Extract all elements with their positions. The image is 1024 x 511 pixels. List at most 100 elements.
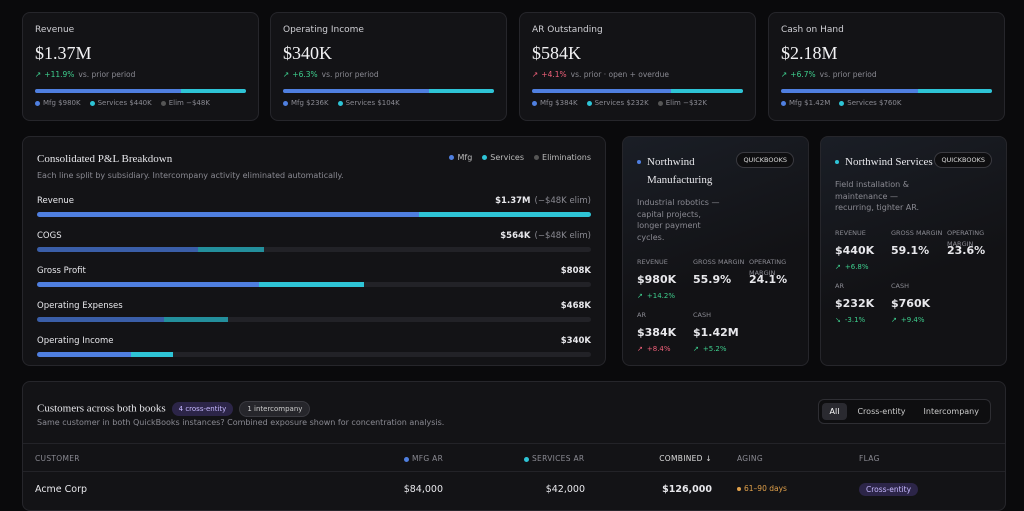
metric-value: $384K bbox=[637, 326, 677, 339]
legend-dot bbox=[781, 100, 786, 106]
entity-card: Northwind Services QUICKBOOKS Field instal… bbox=[820, 136, 1007, 366]
metric-value: 24.1% bbox=[749, 273, 788, 286]
legend-item: Services bbox=[482, 153, 524, 162]
entity-description: Field installation & maintenance — recur… bbox=[835, 180, 920, 212]
legend: Mfg $236K Services $104K bbox=[283, 99, 494, 107]
metric-label: OPERATING MARGIN bbox=[749, 258, 787, 277]
count-badge: 1 intercompany bbox=[239, 401, 311, 417]
legend-item: Mfg $1.42M bbox=[781, 99, 830, 107]
entity-badge: QUICKBOOKS bbox=[736, 152, 794, 168]
bar-seg bbox=[419, 212, 591, 217]
entity-badge: QUICKBOOKS bbox=[934, 152, 992, 168]
pnl-row-value: $1.37M (−$48K elim) bbox=[495, 196, 591, 206]
legend-dot bbox=[283, 100, 288, 106]
arrow-icon: ↘ bbox=[835, 315, 841, 324]
pnl-row-head: COGS $564K (−$48K elim) bbox=[37, 231, 591, 241]
count-badge: 4 cross-entity bbox=[171, 402, 234, 416]
metric-label: AR bbox=[835, 281, 844, 290]
kpi-label: AR Outstanding bbox=[532, 25, 603, 35]
pnl-value: $340K bbox=[560, 336, 591, 346]
arrow-icon: ↗ bbox=[637, 292, 643, 300]
legend-item: Services $232K bbox=[586, 99, 649, 107]
legend-text: Services $104K bbox=[345, 99, 400, 107]
metric-value: $1.42M bbox=[693, 326, 739, 339]
legend: Mfg $980K Services $440K Elim −$48K bbox=[35, 99, 246, 107]
legend: Mfg $384K Services $232K Elim −$32K bbox=[532, 99, 743, 107]
pnl-bar bbox=[37, 282, 591, 287]
metric-delta: +6.8% bbox=[844, 262, 869, 271]
metric-delta-row: ↗ +5.2% bbox=[693, 345, 749, 353]
bar-seg bbox=[428, 89, 494, 93]
table-row: Acme Corp $84,000 $42,000 $126,000 61–90 day… bbox=[23, 474, 1005, 504]
table-cell: Cross-entity bbox=[859, 483, 919, 496]
customers-title: Customers across both books bbox=[37, 402, 166, 415]
metric-label: REVENUE bbox=[637, 258, 668, 266]
metric-label: GROSS MARGIN bbox=[891, 228, 943, 237]
column-label: COMBINED ↓ bbox=[659, 454, 712, 463]
pnl-bar bbox=[37, 352, 591, 357]
metric: AR $384K ↗ +8.4% bbox=[637, 310, 693, 353]
cell-text: Cross-entity bbox=[859, 483, 919, 496]
metric: GROSS MARGIN 55.9% bbox=[693, 257, 749, 300]
kpi-note: vs. prior period bbox=[78, 70, 136, 79]
customers-card: Customers across both books 4 cross-entit… bbox=[22, 381, 1006, 511]
split-bar bbox=[532, 89, 743, 93]
kpi-card: Operating Income $340K ↗ +6.3% vs. prior per… bbox=[270, 12, 507, 121]
legend-dot bbox=[337, 100, 343, 106]
entity-card: Northwind Manufacturing QUICKBOOKS Industr… bbox=[622, 136, 809, 366]
bar-seg bbox=[671, 89, 743, 93]
legend-text: Elim −$48K bbox=[168, 99, 210, 107]
column-dot bbox=[404, 456, 409, 462]
column-label: SERVICES AR bbox=[532, 454, 585, 463]
filter-button[interactable]: Cross-entity bbox=[857, 407, 906, 416]
cell-text: $126,000 bbox=[662, 484, 712, 495]
bar-seg bbox=[37, 352, 132, 357]
column-header: CUSTOMER bbox=[35, 454, 80, 463]
pnl-row: Operating Expenses $468K bbox=[37, 301, 591, 322]
arrow-icon: ↗ bbox=[637, 345, 643, 353]
entity-name: Northwind Manufacturing bbox=[637, 153, 737, 189]
filter-button[interactable]: Intercompany bbox=[923, 407, 979, 416]
cell-text: $84,000 bbox=[403, 484, 443, 495]
metric-delta-row: ↘ -3.1% bbox=[835, 316, 891, 324]
arrow-icon: ↗ bbox=[35, 70, 42, 79]
column-header: COMBINED ↓ bbox=[659, 454, 712, 463]
pnl-row: Revenue $1.37M (−$48K elim) bbox=[37, 196, 591, 217]
customers-title-row: Customers across both books 4 cross-entit… bbox=[37, 401, 311, 417]
bar-seg bbox=[918, 89, 992, 93]
kpi-label: Operating Income bbox=[283, 25, 364, 35]
kpi-delta-row: ↗ +6.3% vs. prior period bbox=[283, 70, 494, 79]
column-dot bbox=[524, 456, 529, 462]
pnl-row-value: $468K bbox=[561, 301, 591, 311]
table-header: CUSTOMER MFG AR SERVICES AR COMBINED ↓ AGING… bbox=[23, 443, 1005, 472]
kpi-value: $1.37M bbox=[35, 43, 92, 63]
metric: OPERATING MARGIN 23.6% bbox=[947, 228, 1007, 271]
legend-dot bbox=[586, 100, 592, 106]
metric-value: $980K bbox=[637, 273, 677, 286]
column-header: SERVICES AR bbox=[524, 454, 584, 463]
column-header: MFG AR bbox=[404, 454, 443, 463]
pnl-row-label: Revenue bbox=[37, 196, 75, 206]
metric-label: CASH bbox=[891, 281, 909, 290]
pnl-row-value: $808K bbox=[561, 266, 591, 276]
table-cell: Acme Corp bbox=[35, 484, 87, 495]
metric-label: GROSS MARGIN bbox=[693, 258, 745, 266]
legend-item: Elim −$32K bbox=[657, 99, 707, 107]
arrow-icon: ↗ bbox=[283, 70, 290, 79]
kpi-delta: +6.7% bbox=[790, 70, 816, 79]
legend-text: Services $232K bbox=[594, 99, 649, 107]
metric-delta: +8.4% bbox=[646, 345, 671, 353]
legend-text: Eliminations bbox=[542, 153, 591, 162]
filter-button[interactable]: All bbox=[821, 403, 848, 420]
pnl-value: $808K bbox=[560, 266, 591, 276]
pnl-row-head: Operating Expenses $468K bbox=[37, 301, 591, 311]
pnl-row-label: Gross Profit bbox=[37, 266, 86, 276]
kpi-delta-row: ↗ +6.7% vs. prior period bbox=[781, 70, 992, 79]
legend-dot bbox=[35, 100, 40, 106]
pnl-row: Operating Income $340K bbox=[37, 336, 591, 357]
legend-dot bbox=[449, 155, 455, 160]
cell-text: 61–90 days bbox=[744, 484, 787, 493]
legend-text: Mfg $980K bbox=[43, 99, 81, 107]
legend-text: Mfg $236K bbox=[291, 99, 329, 107]
table-cell: $126,000 bbox=[662, 484, 712, 495]
